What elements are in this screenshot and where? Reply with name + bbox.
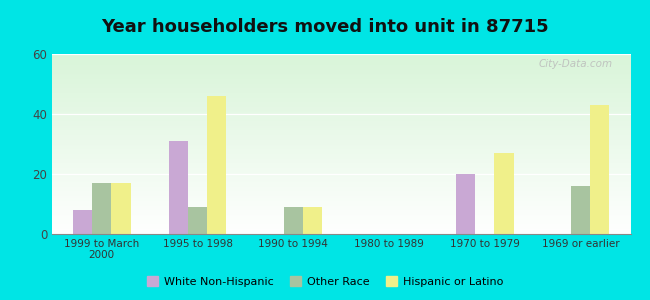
Text: Year householders moved into unit in 87715: Year householders moved into unit in 877… xyxy=(101,18,549,36)
Bar xyxy=(456,174,475,234)
Bar xyxy=(73,210,92,234)
Bar xyxy=(495,153,514,234)
Bar xyxy=(590,105,610,234)
Bar xyxy=(188,207,207,234)
Bar xyxy=(111,183,131,234)
Text: City-Data.com: City-Data.com xyxy=(539,59,613,69)
Bar xyxy=(303,207,322,234)
Bar xyxy=(207,96,226,234)
Bar xyxy=(92,183,111,234)
Bar xyxy=(169,141,188,234)
Legend: White Non-Hispanic, Other Race, Hispanic or Latino: White Non-Hispanic, Other Race, Hispanic… xyxy=(142,272,508,291)
Bar xyxy=(284,207,303,234)
Bar xyxy=(571,186,590,234)
